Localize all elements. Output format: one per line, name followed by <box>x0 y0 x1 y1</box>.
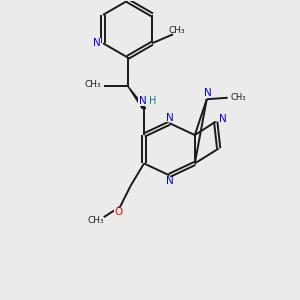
Text: N: N <box>166 176 173 186</box>
Text: CH₃: CH₃ <box>168 26 185 35</box>
Bar <box>165 177 174 185</box>
Text: H: H <box>149 96 157 106</box>
Polygon shape <box>128 86 146 109</box>
Text: N: N <box>139 96 146 106</box>
Text: N: N <box>167 113 174 123</box>
Bar <box>166 114 175 122</box>
Bar <box>93 38 101 47</box>
Bar <box>203 89 212 98</box>
Text: N: N <box>204 88 212 98</box>
Bar <box>115 208 123 216</box>
Text: N: N <box>93 38 101 48</box>
Text: O: O <box>115 207 123 217</box>
Text: N: N <box>219 114 227 124</box>
Text: CH₃: CH₃ <box>85 80 102 89</box>
Bar <box>219 115 227 123</box>
Bar <box>138 97 147 106</box>
Text: CH₃: CH₃ <box>230 93 246 102</box>
Text: CH₃: CH₃ <box>87 216 104 225</box>
